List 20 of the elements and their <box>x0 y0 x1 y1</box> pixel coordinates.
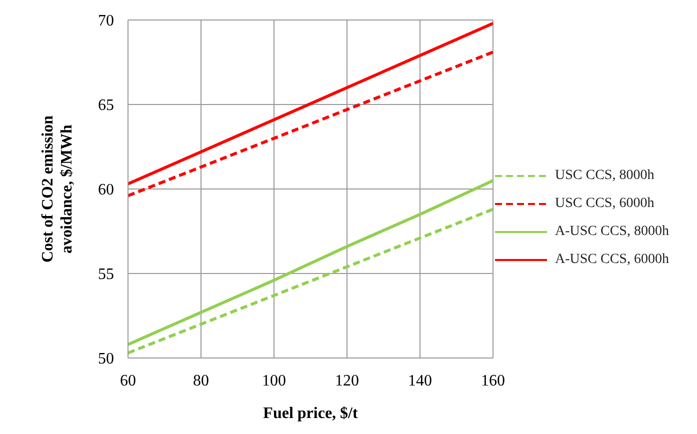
line-series <box>128 50 493 198</box>
y-tick-label: 55 <box>98 266 114 284</box>
x-tick-label: 100 <box>262 372 286 390</box>
x-axis-title: Fuel price, $/t <box>263 405 358 422</box>
x-tick-label: 80 <box>193 372 209 390</box>
y-tick-label: 70 <box>98 12 114 30</box>
y-tick-label: 50 <box>98 350 114 368</box>
x-tick-label: 120 <box>335 372 359 390</box>
legend-label: USC CCS, 8000h <box>555 168 654 184</box>
y-tick-label: 60 <box>98 182 114 199</box>
legend-label: USC CCS, 6000h <box>555 196 654 212</box>
x-tick-label: 140 <box>408 372 432 390</box>
line-series <box>128 179 493 346</box>
x-tick-label: 60 <box>120 372 136 390</box>
legend-label: A-USC CCS, 6000h <box>555 252 669 268</box>
y-tick-label: 65 <box>98 97 114 114</box>
line-series <box>128 208 493 354</box>
y-axis-title: Cost of CO2 emission avoidance, $/MWh <box>39 115 76 263</box>
legend-label: A-USC CCS, 8000h <box>555 224 669 240</box>
x-tick-label: 160 <box>481 372 505 390</box>
